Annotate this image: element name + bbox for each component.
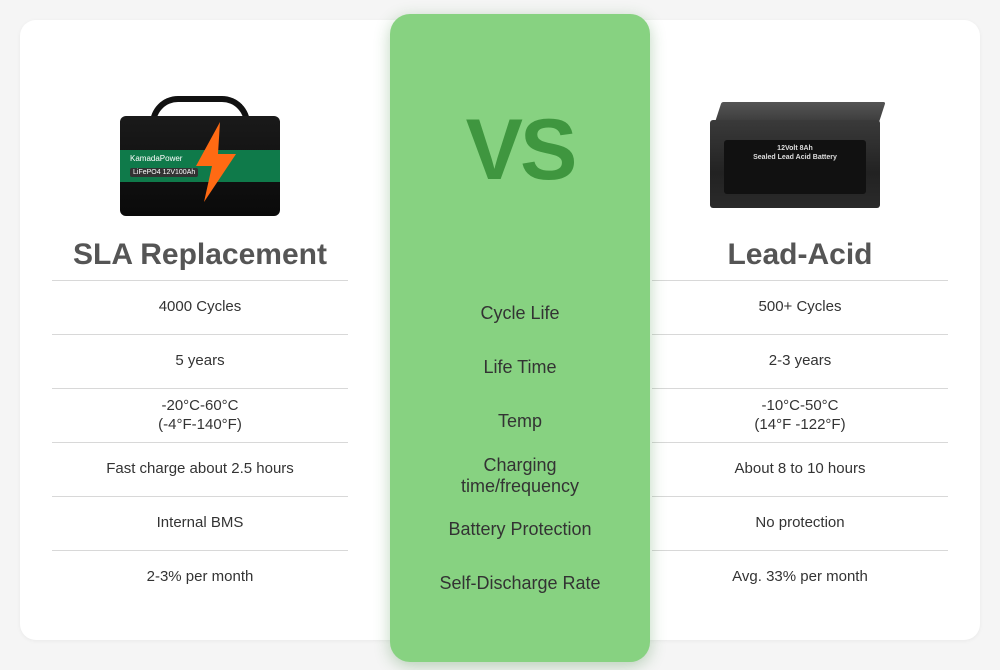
battery-brand: KamadaPower [130,154,182,163]
lifepo4-battery-icon: KamadaPower LiFePO4 12V100Ah [120,96,280,216]
attr-protection: Battery Protection [400,502,640,556]
attr-life-time: Life Time [400,340,640,394]
attr-cycle-life: Cycle Life [400,286,640,340]
left-values: 4000 Cycles 5 years -20°C-60°C (-4°F-140… [40,280,360,604]
right-title: Lead-Acid [727,238,872,272]
right-product-area: 12Volt 8Ah Sealed Lead Acid Battery Lead… [640,20,960,280]
right-temp: -10°C-50°C (14°F -122°F) [652,388,948,442]
sla-label-title: Sealed Lead Acid Battery [728,153,862,162]
left-charging: Fast charge about 2.5 hours [52,442,348,496]
left-temp: -20°C-60°C (-4°F-140°F) [52,388,348,442]
left-cycle-life: 4000 Cycles [52,280,348,334]
left-life-time: 5 years [52,334,348,388]
left-temp-c: -20°C-60°C [161,397,238,416]
center-pill: VS Cycle Life Life Time Temp Charging ti… [390,14,650,662]
right-charging: About 8 to 10 hours [652,442,948,496]
attr-self-discharge: Self-Discharge Rate [400,556,640,610]
sla-battery-icon: 12Volt 8Ah Sealed Lead Acid Battery [710,102,890,212]
left-protection: Internal BMS [52,496,348,550]
battery-model: LiFePO4 12V100Ah [130,168,198,177]
left-column: KamadaPower LiFePO4 12V100Ah SLA Replace… [20,20,360,640]
right-cycle-life: 500+ Cycles [652,280,948,334]
left-self-discharge: 2-3% per month [52,550,348,604]
right-temp-c: -10°C-50°C [761,397,838,416]
left-title: SLA Replacement [73,238,327,272]
left-product-area: KamadaPower LiFePO4 12V100Ah SLA Replace… [40,20,360,280]
right-protection: No protection [652,496,948,550]
right-column: 12Volt 8Ah Sealed Lead Acid Battery Lead… [640,20,980,640]
right-life-time: 2-3 years [652,334,948,388]
right-temp-f: (14°F -122°F) [754,416,845,435]
attribute-rows: Cycle Life Life Time Temp Charging time/… [390,286,650,610]
attr-charging-l1: Charging [483,455,556,475]
attr-charging-l2: time/frequency [461,476,579,496]
right-self-discharge: Avg. 33% per month [652,550,948,604]
comparison-card: KamadaPower LiFePO4 12V100Ah SLA Replace… [20,20,980,640]
left-temp-f: (-4°F-140°F) [158,416,242,435]
sla-label-sub: 12Volt 8Ah [728,144,862,153]
vs-label: VS [466,14,575,286]
right-values: 500+ Cycles 2-3 years -10°C-50°C (14°F -… [640,280,960,604]
attr-charging: Charging time/frequency [400,448,640,502]
attr-temp: Temp [400,394,640,448]
